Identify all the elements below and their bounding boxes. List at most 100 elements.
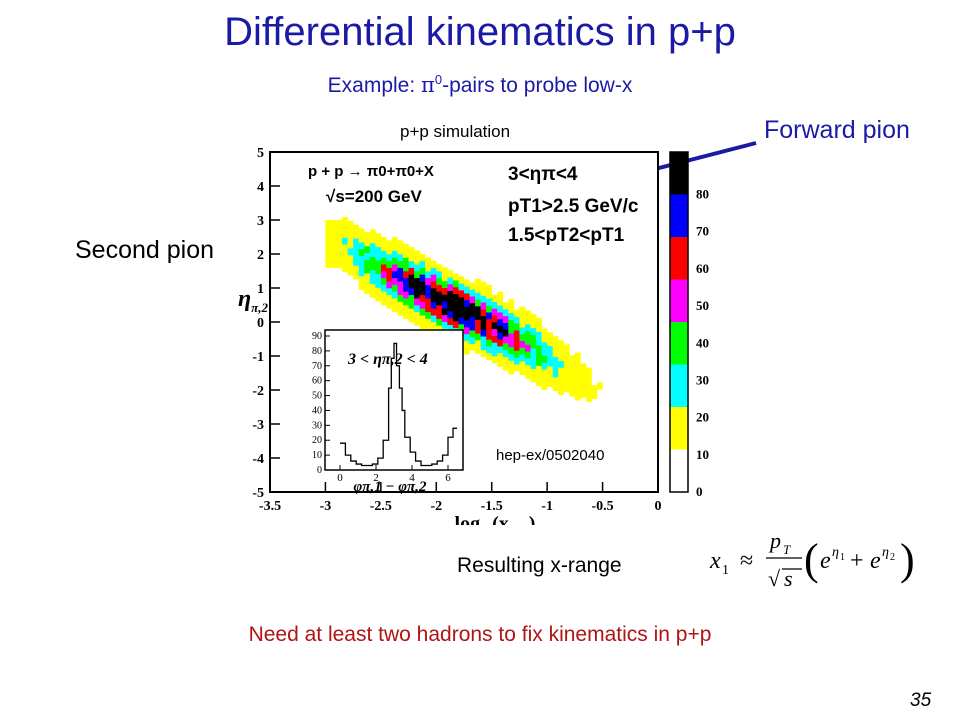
- heatmap-cell: [325, 247, 332, 255]
- heatmap-cell: [569, 389, 576, 397]
- heatmap-cell: [408, 288, 415, 296]
- inset-y-tick-label: 60: [312, 376, 322, 387]
- heatmap-cell: [497, 332, 504, 340]
- heatmap-cell: [419, 315, 426, 323]
- heatmap-cell: [403, 277, 409, 285]
- heatmap-cell: [403, 250, 409, 258]
- heatmap-cell: [502, 309, 509, 317]
- heatmap-cell: [358, 248, 365, 256]
- heatmap-cell: [469, 309, 476, 317]
- color-bar-segment: [670, 364, 688, 407]
- heatmap-cell: [386, 294, 393, 302]
- heatmap-cell: [480, 336, 487, 344]
- heatmap-cell: [458, 283, 465, 291]
- heatmap-cell: [469, 343, 476, 351]
- x-axis-label: log10(xmin): [455, 513, 536, 525]
- inset-x-axis-label: φπ,1 − φπ,2: [353, 479, 427, 495]
- heatmap-cell: [563, 364, 570, 372]
- heatmap-cell: [486, 318, 493, 327]
- heatmap-cell: [380, 298, 387, 306]
- heatmap-cell: [397, 281, 404, 289]
- subtitle-suffix: -pairs to probe low-x: [442, 74, 633, 97]
- heatmap-cell: [464, 313, 470, 321]
- color-bar-tick-label: 80: [696, 187, 709, 202]
- heatmap-cell: [369, 229, 376, 237]
- heatmap-cell: [342, 237, 348, 245]
- heatmap-cell: [530, 320, 537, 329]
- heatmap-cell: [414, 305, 420, 313]
- heatmap-cell: [558, 367, 565, 375]
- heatmap-cell: [347, 254, 354, 262]
- heatmap-cell: [563, 385, 570, 393]
- heatmap-cell: [447, 270, 454, 278]
- heatmap-cell: [480, 329, 487, 337]
- heatmap-cell: [364, 279, 371, 288]
- heatmap-cell: [552, 349, 559, 357]
- heatmap-cell: [358, 228, 365, 236]
- heatmap-cell: [486, 312, 493, 320]
- heatmap-cell: [519, 340, 526, 348]
- heatmap-cell: [497, 325, 504, 333]
- color-bar-segment: [670, 237, 688, 280]
- heatmap-cell: [475, 299, 481, 307]
- heatmap-cells: [325, 217, 603, 402]
- y-tick-label: 5: [257, 146, 264, 161]
- heatmap-cell: [353, 224, 359, 232]
- subtitle-prefix: Example:: [327, 74, 422, 97]
- heatmap-cell: [353, 238, 359, 246]
- y-tick-label: 2: [257, 248, 264, 263]
- svg-text:(: (: [804, 535, 819, 584]
- heatmap-cell: [513, 323, 520, 331]
- heatmap-cell: [391, 271, 398, 279]
- heatmap-cell: [563, 378, 570, 386]
- heatmap-cell: [336, 260, 343, 268]
- heatmap-cell: [458, 310, 465, 318]
- page-number: 35: [910, 690, 932, 711]
- heatmap-cell: [558, 374, 565, 382]
- heatmap-cell: [519, 320, 526, 328]
- color-bar-segment: [670, 449, 688, 492]
- heatmap-cell: [441, 321, 448, 329]
- heatmap-cell: [524, 330, 531, 338]
- heatmap-cell: [330, 226, 337, 234]
- svg-text:): ): [900, 535, 915, 584]
- heatmap-cell: [558, 347, 565, 355]
- heatmap-cell: [358, 235, 365, 243]
- y-tick-label: 0: [257, 316, 264, 331]
- heatmap-cell: [547, 366, 553, 374]
- svg-text:≈: ≈: [740, 548, 753, 574]
- heatmap-cell: [380, 271, 387, 279]
- heatmap-cell: [486, 291, 493, 299]
- inset-y-tick-label: 30: [312, 420, 322, 431]
- heatmap-cell: [491, 342, 498, 350]
- color-bar-segment: [670, 152, 688, 195]
- heatmap-cell: [552, 363, 559, 371]
- heatmap-cell: [464, 327, 470, 335]
- heatmap-cell: [547, 345, 553, 353]
- color-bar-segment: [670, 322, 688, 365]
- heatmap-cell: [342, 244, 348, 252]
- heatmap-cell: [330, 260, 337, 268]
- heatmap-cell: [347, 248, 354, 256]
- heatmap-cell: [353, 258, 359, 266]
- heatmap-cell: [353, 265, 359, 273]
- heatmap-cell: [397, 274, 404, 282]
- heatmap-cell: [336, 240, 343, 248]
- heatmap-cell: [475, 346, 481, 354]
- heatmap-cell: [558, 340, 565, 348]
- heatmap-cell: [353, 251, 359, 259]
- heatmap-cell: [541, 355, 548, 363]
- heatmap-cell: [464, 299, 470, 307]
- heatmap-cell: [369, 236, 376, 244]
- y-tick-label: -4: [252, 452, 264, 467]
- heatmap-cell: [441, 274, 448, 282]
- heatmap-cell: [497, 291, 504, 299]
- y-tick-label: -3: [252, 418, 264, 433]
- heatmap-cell: [330, 247, 337, 255]
- heatmap-cell: [563, 351, 570, 359]
- heatmap-cell: [430, 301, 437, 309]
- heatmap-cell: [469, 323, 476, 331]
- heatmap-cell: [502, 302, 509, 310]
- heatmap-cell: [358, 282, 365, 290]
- heatmap-cell: [391, 250, 398, 258]
